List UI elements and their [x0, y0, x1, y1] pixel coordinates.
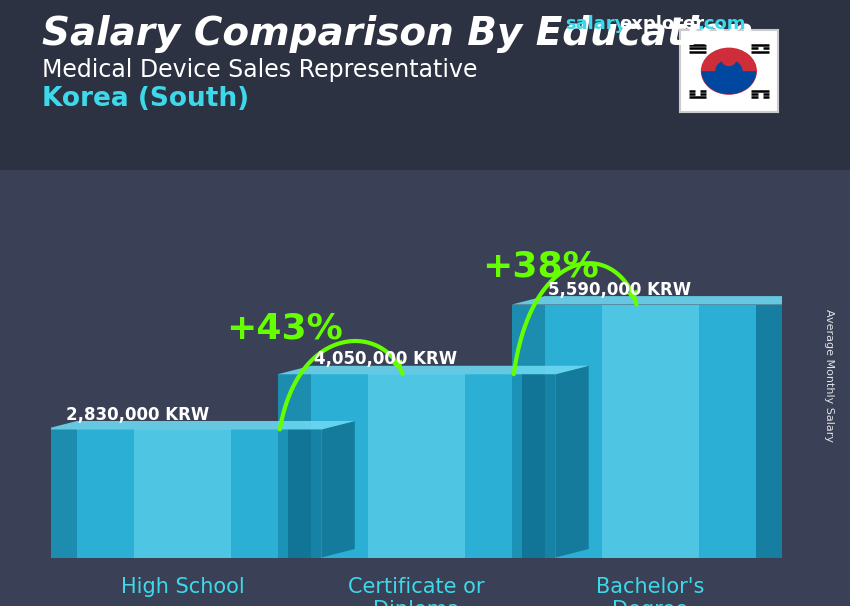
Bar: [278, 375, 555, 558]
Polygon shape: [555, 366, 589, 558]
Text: .com: .com: [697, 15, 745, 33]
Bar: [602, 305, 699, 558]
Text: Average Monthly Salary: Average Monthly Salary: [824, 309, 834, 442]
Polygon shape: [321, 421, 354, 558]
Text: +38%: +38%: [483, 250, 599, 284]
Text: 4,050,000 KRW: 4,050,000 KRW: [314, 350, 457, 368]
Text: Salary Comparison By Education: Salary Comparison By Education: [42, 15, 754, 53]
Polygon shape: [790, 296, 823, 558]
Polygon shape: [701, 60, 756, 94]
Text: Medical Device Sales Representative: Medical Device Sales Representative: [42, 58, 478, 82]
Bar: [522, 375, 555, 558]
Bar: [756, 305, 790, 558]
Circle shape: [722, 54, 736, 65]
Bar: [512, 305, 545, 558]
Bar: [134, 430, 231, 558]
Bar: [278, 375, 311, 558]
Bar: [43, 430, 77, 558]
Bar: [288, 430, 321, 558]
Polygon shape: [512, 296, 823, 305]
Polygon shape: [278, 366, 589, 375]
Polygon shape: [43, 421, 354, 430]
Text: salary: salary: [565, 15, 626, 33]
Text: 2,830,000 KRW: 2,830,000 KRW: [65, 405, 209, 424]
Text: explorer: explorer: [620, 15, 705, 33]
Bar: [43, 430, 321, 558]
Circle shape: [722, 77, 736, 88]
Circle shape: [701, 48, 756, 94]
Text: 5,590,000 KRW: 5,590,000 KRW: [548, 281, 691, 299]
Text: Korea (South): Korea (South): [42, 86, 250, 112]
Text: +43%: +43%: [227, 311, 343, 345]
Bar: [368, 375, 465, 558]
Bar: [512, 305, 790, 558]
